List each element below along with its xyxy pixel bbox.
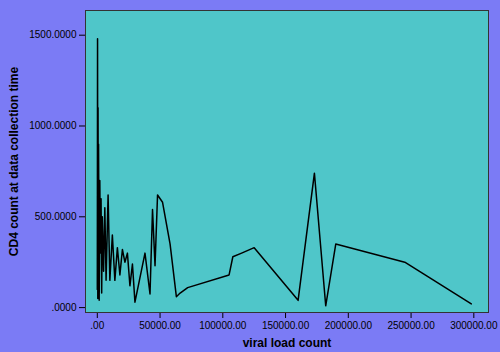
svg-text:viral load count: viral load count (243, 336, 332, 350)
svg-text:1000.0000: 1000.0000 (29, 120, 77, 131)
svg-text:500.0000: 500.0000 (35, 211, 77, 222)
svg-text:1500.0000: 1500.0000 (29, 29, 77, 40)
svg-text:.0000: .0000 (51, 302, 76, 313)
svg-text:200000.00: 200000.00 (325, 320, 373, 331)
svg-text:100000.00: 100000.00 (199, 320, 247, 331)
svg-text:150000.00: 150000.00 (262, 320, 310, 331)
svg-text:300000.00: 300000.00 (450, 320, 498, 331)
svg-text:CD4 count at data collection t: CD4 count at data collection time (7, 66, 21, 256)
svg-text:50000.00: 50000.00 (139, 320, 181, 331)
svg-text:.00: .00 (90, 320, 104, 331)
svg-text:250000.00: 250000.00 (387, 320, 435, 331)
